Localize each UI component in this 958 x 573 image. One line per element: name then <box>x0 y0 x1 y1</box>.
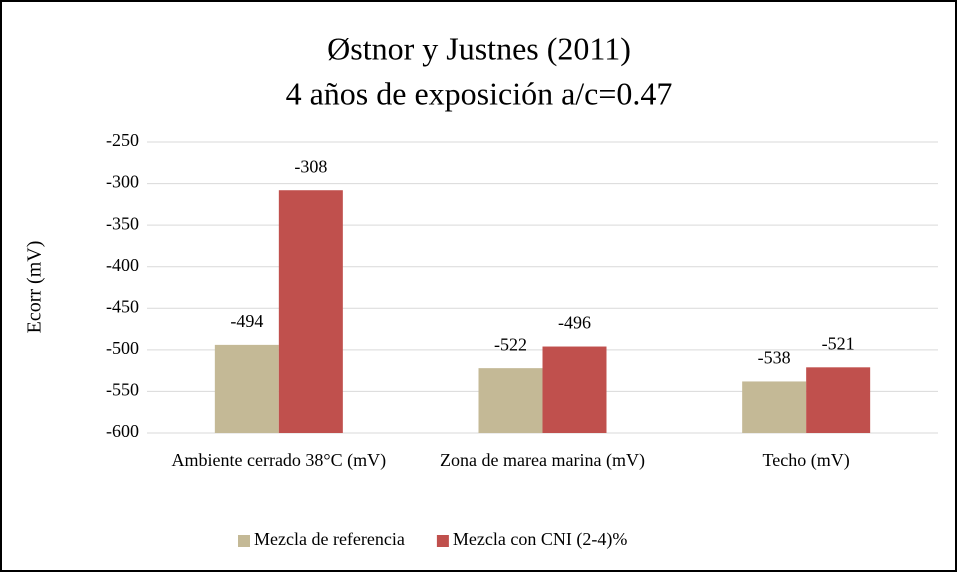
data-label: -538 <box>758 348 791 368</box>
data-label: -308 <box>294 156 327 176</box>
x-tick-label: Ambiente cerrado 38°C (mV) <box>171 450 387 470</box>
data-label: -522 <box>494 334 527 354</box>
chart-subtitle: 4 años de exposición a/c=0.47 <box>286 75 673 111</box>
y-tick-label: -500 <box>106 338 139 358</box>
y-tick-label: -400 <box>106 255 139 275</box>
y-axis-label: Ecorr (mV) <box>24 241 46 334</box>
x-tick-label: Techo (mV) <box>762 450 850 470</box>
y-tick-label: -250 <box>106 130 139 150</box>
data-label: -521 <box>822 333 855 353</box>
x-tick-label: Zona de marea marina (mV) <box>440 450 645 470</box>
y-tick-label: -350 <box>106 213 139 233</box>
y-tick-label: -600 <box>106 421 139 441</box>
legend-label: Mezcla con CNI (2-4)% <box>453 529 627 550</box>
legend-label: Mezcla de referencia <box>254 529 405 549</box>
y-tick-label: -550 <box>106 380 139 400</box>
chart-title: Østnor y Justnes (2011) <box>327 30 631 66</box>
bar <box>214 344 279 433</box>
bar <box>542 346 607 433</box>
data-label: -494 <box>230 311 263 331</box>
bar <box>278 190 343 433</box>
y-tick-label: -300 <box>106 172 139 192</box>
bar <box>478 368 543 433</box>
legend-swatch <box>436 535 449 547</box>
bar <box>806 367 871 433</box>
y-tick-label: -450 <box>106 296 139 316</box>
legend-swatch <box>238 535 250 547</box>
bar <box>742 381 807 433</box>
data-label: -496 <box>558 313 591 333</box>
